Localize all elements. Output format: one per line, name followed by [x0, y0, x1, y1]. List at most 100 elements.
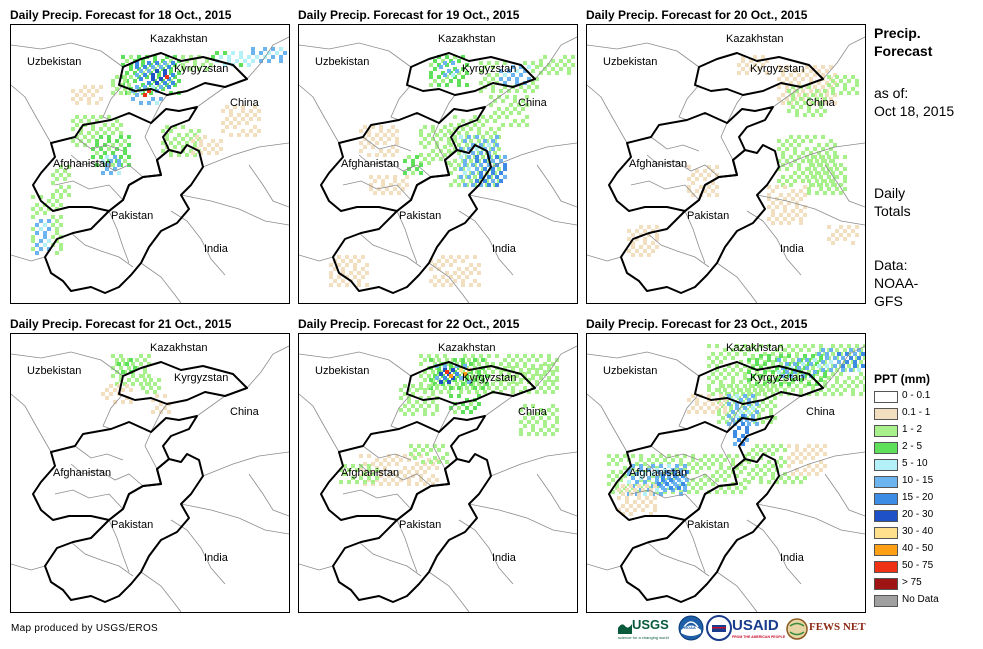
precip-cell — [485, 131, 489, 135]
precip-cell — [801, 151, 805, 155]
precip-cell — [751, 406, 755, 410]
precip-cell — [813, 85, 817, 89]
legend-label: 20 - 30 — [902, 509, 934, 520]
precip-cell — [543, 432, 547, 436]
precip-cell — [387, 149, 391, 153]
precip-cell — [101, 392, 105, 396]
precip-cell — [129, 75, 133, 79]
precip-cell — [185, 133, 189, 137]
precip-cell — [503, 155, 507, 159]
precip-cell — [741, 55, 745, 59]
precip-cell — [799, 392, 803, 396]
precip-cell — [63, 169, 67, 173]
precip-cell — [727, 352, 731, 356]
precip-cell — [477, 271, 481, 275]
precip-cell — [643, 249, 647, 253]
precip-cell — [775, 185, 779, 189]
country-boundary — [32, 106, 198, 212]
precip-cell — [473, 386, 477, 390]
precip-cell — [719, 394, 723, 398]
precip-cell — [719, 486, 723, 490]
precip-cell — [215, 51, 219, 55]
precip-cell — [539, 408, 543, 412]
precip-cell — [109, 159, 113, 163]
precip-cell — [711, 474, 715, 478]
precip-cell — [103, 143, 107, 147]
precip-cell — [791, 452, 795, 456]
precip-cell — [435, 133, 439, 137]
admin-boundary — [684, 519, 706, 573]
precip-cell — [799, 378, 803, 382]
precip-cell — [143, 65, 147, 69]
precip-cell — [39, 195, 43, 199]
precip-cell — [83, 85, 87, 89]
precip-cell — [777, 167, 781, 171]
precip-cell — [821, 135, 825, 139]
precip-cell — [643, 472, 647, 476]
precip-cell — [793, 77, 797, 81]
precip-cell — [819, 187, 823, 191]
precip-cell — [519, 73, 523, 77]
precip-cell — [479, 175, 483, 179]
admin-boundary — [726, 94, 744, 124]
precip-cell — [843, 348, 847, 352]
precip-cell — [791, 460, 795, 464]
precip-cell — [357, 259, 361, 263]
admin-boundary — [390, 84, 412, 121]
precip-cell — [703, 482, 707, 486]
side-heading-line2: Forecast — [874, 43, 933, 59]
precip-cell — [495, 61, 499, 65]
precip-cell — [715, 478, 719, 482]
precip-cell — [445, 460, 449, 464]
precip-cell — [391, 145, 395, 149]
precip-cell — [555, 416, 559, 420]
precip-cell — [391, 125, 395, 129]
precip-cell — [715, 368, 719, 372]
precip-cell — [435, 478, 439, 482]
precip-cell — [743, 466, 747, 470]
precip-cell — [257, 129, 261, 133]
precip-cell — [681, 474, 685, 478]
precip-cell — [203, 135, 207, 139]
precip-cell — [383, 141, 387, 145]
precip-cell — [35, 231, 39, 235]
map-panel: Daily Precip. Forecast for 23 Oct., 2015… — [586, 317, 866, 613]
precip-cell — [615, 462, 619, 466]
precip-cell — [465, 386, 469, 390]
precip-cell — [631, 476, 635, 480]
precip-cell — [783, 348, 787, 352]
precip-cell — [487, 61, 491, 65]
precip-cell — [831, 171, 835, 175]
precip-cell — [515, 81, 519, 85]
precip-cell — [119, 131, 123, 135]
precip-cell — [779, 344, 783, 348]
precip-cell — [507, 354, 511, 358]
precip-cell — [835, 237, 839, 241]
precip-cell — [813, 147, 817, 151]
precip-cell — [621, 492, 625, 496]
precip-cell — [491, 89, 495, 93]
precip-cell — [51, 235, 55, 239]
precip-cell — [95, 101, 99, 105]
precip-cell — [739, 410, 743, 414]
precip-cell — [467, 380, 471, 384]
country-label-china: China — [806, 97, 835, 109]
precip-cell — [785, 147, 789, 151]
precip-cell — [791, 105, 795, 109]
precip-cell — [511, 376, 515, 380]
precip-cell — [831, 241, 835, 245]
precip-cell — [821, 368, 825, 372]
precip-cell — [629, 504, 633, 508]
precip-cell — [719, 474, 723, 478]
precip-cell — [751, 468, 755, 472]
precip-cell — [107, 147, 111, 151]
precip-cell — [361, 267, 365, 271]
precip-cell — [707, 394, 711, 398]
precip-cell — [433, 67, 437, 71]
precip-cell — [165, 75, 169, 79]
precip-cell — [823, 191, 827, 195]
precip-cell — [835, 376, 839, 380]
precip-cell — [795, 354, 799, 358]
precip-cell — [551, 372, 555, 376]
precip-cell — [699, 185, 703, 189]
